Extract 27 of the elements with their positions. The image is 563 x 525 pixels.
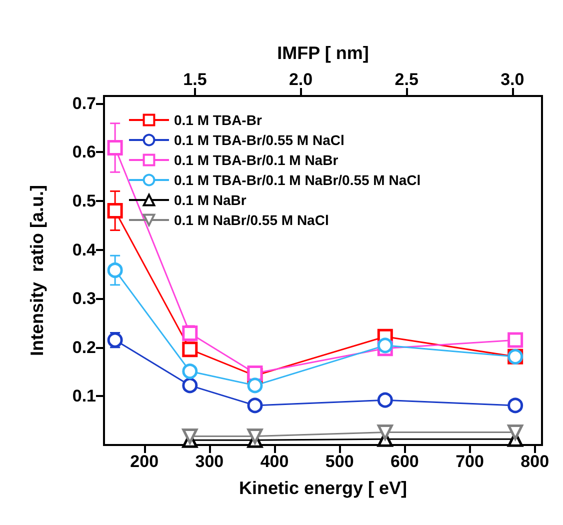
x2-tick-label: 1.5 [183,70,207,89]
y-tick-label: 0.1 [72,386,96,406]
y-tick-label: 0.5 [72,191,96,210]
y-tick-label: 0.3 [72,289,96,308]
y-axis-title: Intensity ratio [a.u.] [27,184,47,356]
legend-label: 0.1 M TBA-Br/0.1 M NaBr/0.55 M NaCl [174,172,421,188]
y-tick-label: 0.2 [72,338,96,357]
legend-label: 0.1 M TBA-Br [174,112,262,128]
legend-label: 0.1 M TBA-Br/0.55 M NaCl [174,132,344,148]
x-tick-label: 800 [520,452,550,471]
y-tick-label: 0.6 [72,142,96,162]
x-tick-label: 600 [390,452,419,471]
x2-tick-label: 2.0 [288,70,313,89]
legend-label: 0.1 M NaBr [174,192,247,208]
x2-tick-label: 3.0 [500,70,524,89]
y-tick-label: 0.4 [72,240,97,260]
y-tick-label: 0.7 [72,94,96,113]
legend-label: 0.1 M TBA-Br/0.1 M NaBr [174,152,339,168]
x-tick-label: 200 [130,452,159,471]
x-tick-label: 300 [195,452,224,471]
x-axis-title: Kinetic energy [ eV] [238,478,408,498]
x2-tick-label: 2.5 [394,70,418,89]
x2-axis-title: IMFP [ nm] [277,43,369,63]
x-tick-label: 400 [260,452,289,471]
x-tick-label: 700 [456,452,484,471]
x-tick-label: 500 [325,452,354,471]
legend-label: 0.1 M NaBr/0.55 M NaCl [174,212,329,228]
